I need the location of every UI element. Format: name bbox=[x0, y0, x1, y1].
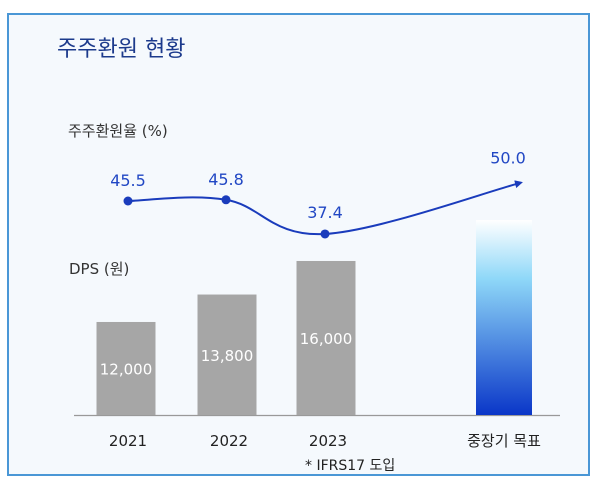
bar-value-label: 12,000 bbox=[100, 360, 153, 378]
line-point bbox=[320, 229, 330, 239]
line-point bbox=[221, 195, 231, 205]
line-point bbox=[123, 196, 133, 206]
bar-2021 bbox=[96, 321, 156, 415]
chart-title: 주주환원 현황 bbox=[57, 37, 185, 62]
bar-value-label: 13,800 bbox=[201, 347, 254, 365]
line-value-label: 50.0 bbox=[490, 149, 526, 168]
bar-series-label: DPS (원) bbox=[69, 260, 129, 278]
line-value-label: 45.5 bbox=[110, 171, 146, 190]
bar-2023 bbox=[296, 260, 356, 415]
line-value-label: 45.8 bbox=[208, 170, 244, 189]
line-series-label: 주주환원율 (%) bbox=[68, 122, 168, 140]
x-tick-label: 2022 bbox=[210, 432, 248, 450]
x-tick-label: 2021 bbox=[109, 432, 147, 450]
x-tick-label: 중장기 목표 bbox=[467, 432, 541, 450]
x-tick-label: 2023 bbox=[309, 432, 347, 450]
bar-2022 bbox=[197, 294, 257, 415]
target-bar bbox=[476, 220, 532, 415]
bar-value-label: 16,000 bbox=[300, 330, 353, 348]
line-value-label: 37.4 bbox=[307, 203, 343, 222]
payout-ratio-line bbox=[127, 180, 523, 236]
category-note: * IFRS17 도입 bbox=[305, 458, 395, 474]
